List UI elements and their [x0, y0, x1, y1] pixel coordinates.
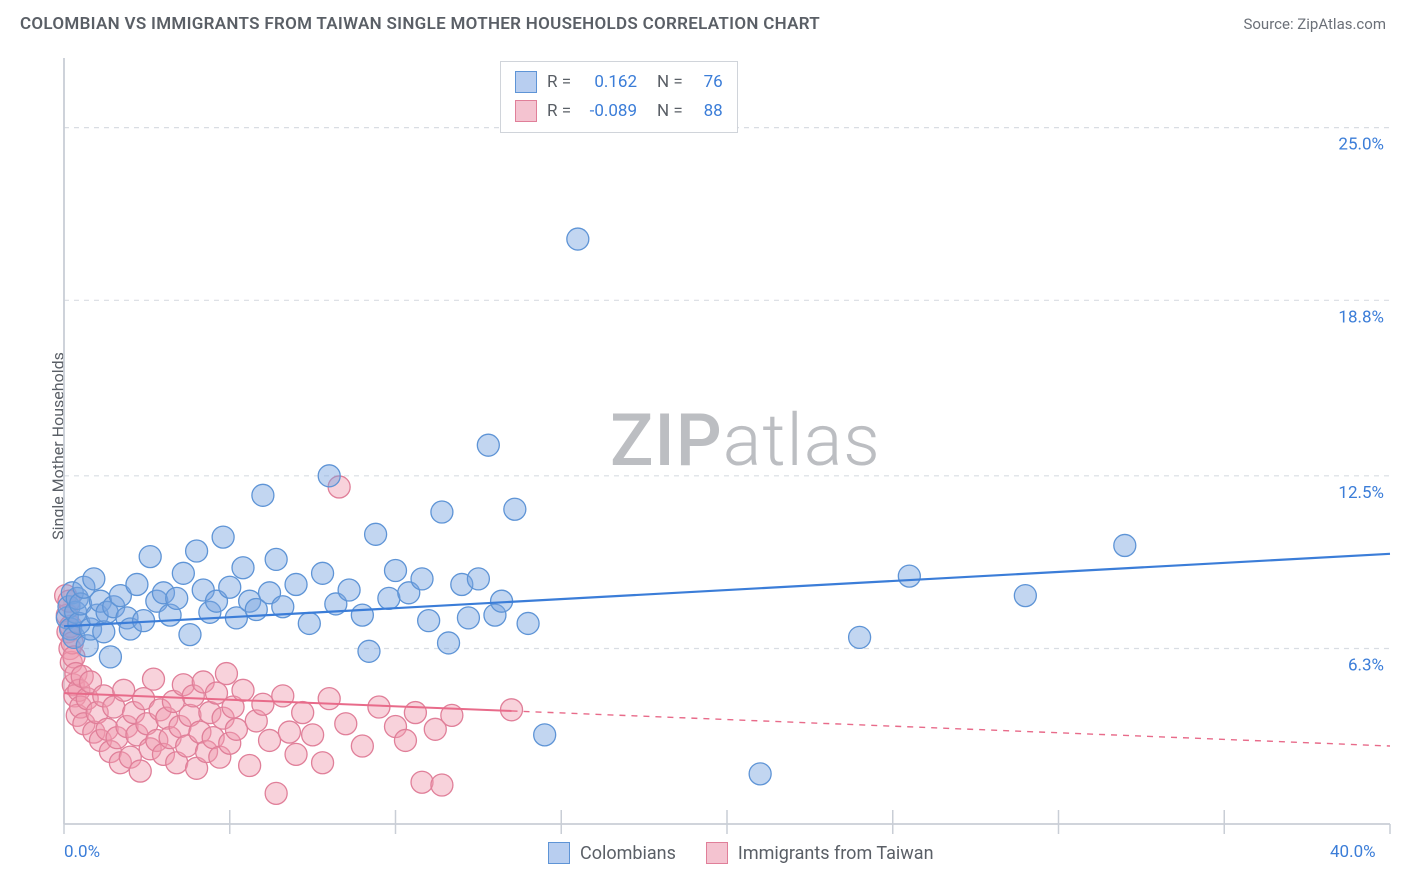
correlation-legend: R = 0.162 N = 76 R = -0.089 N = 88 — [500, 61, 738, 133]
series-label: Colombians — [580, 843, 676, 864]
legend-stat-row: R = -0.089 N = 88 — [515, 97, 723, 126]
source-attribution: Source: ZipAtlas.com — [1243, 15, 1386, 33]
n-label: N = — [657, 68, 683, 97]
legend-swatch — [515, 100, 537, 122]
svg-text:18.8%: 18.8% — [1338, 307, 1384, 327]
series-label: Immigrants from Taiwan — [738, 843, 934, 864]
legend-stat-row: R = 0.162 N = 76 — [515, 68, 723, 97]
series-legend: Colombians Immigrants from Taiwan — [548, 842, 934, 864]
page-title: COLOMBIAN VS IMMIGRANTS FROM TAIWAN SING… — [20, 14, 820, 34]
x-axis-tick-label: 0.0% — [64, 842, 100, 862]
x-axis-tick-label: 40.0% — [1330, 842, 1376, 862]
n-value: 88 — [693, 97, 723, 126]
chart-area: Single Mother Households 6.3%12.5%18.8%2… — [50, 58, 1396, 834]
legend-swatch — [706, 842, 728, 864]
svg-text:6.3%: 6.3% — [1348, 656, 1384, 676]
scatter-plot: 6.3% 12.5% 18.8% 25.0% — [50, 58, 1396, 878]
legend-swatch — [515, 71, 537, 93]
r-label: R = — [547, 97, 571, 126]
svg-text:12.5%: 12.5% — [1338, 483, 1384, 503]
legend-swatch — [548, 842, 570, 864]
n-label: N = — [657, 97, 683, 126]
series-legend-item: Colombians — [548, 842, 676, 864]
series-legend-item: Immigrants from Taiwan — [706, 842, 934, 864]
r-value: -0.089 — [581, 97, 637, 126]
svg-text:25.0%: 25.0% — [1338, 135, 1384, 155]
r-label: R = — [547, 68, 571, 97]
r-value: 0.162 — [581, 68, 637, 97]
n-value: 76 — [693, 68, 723, 97]
